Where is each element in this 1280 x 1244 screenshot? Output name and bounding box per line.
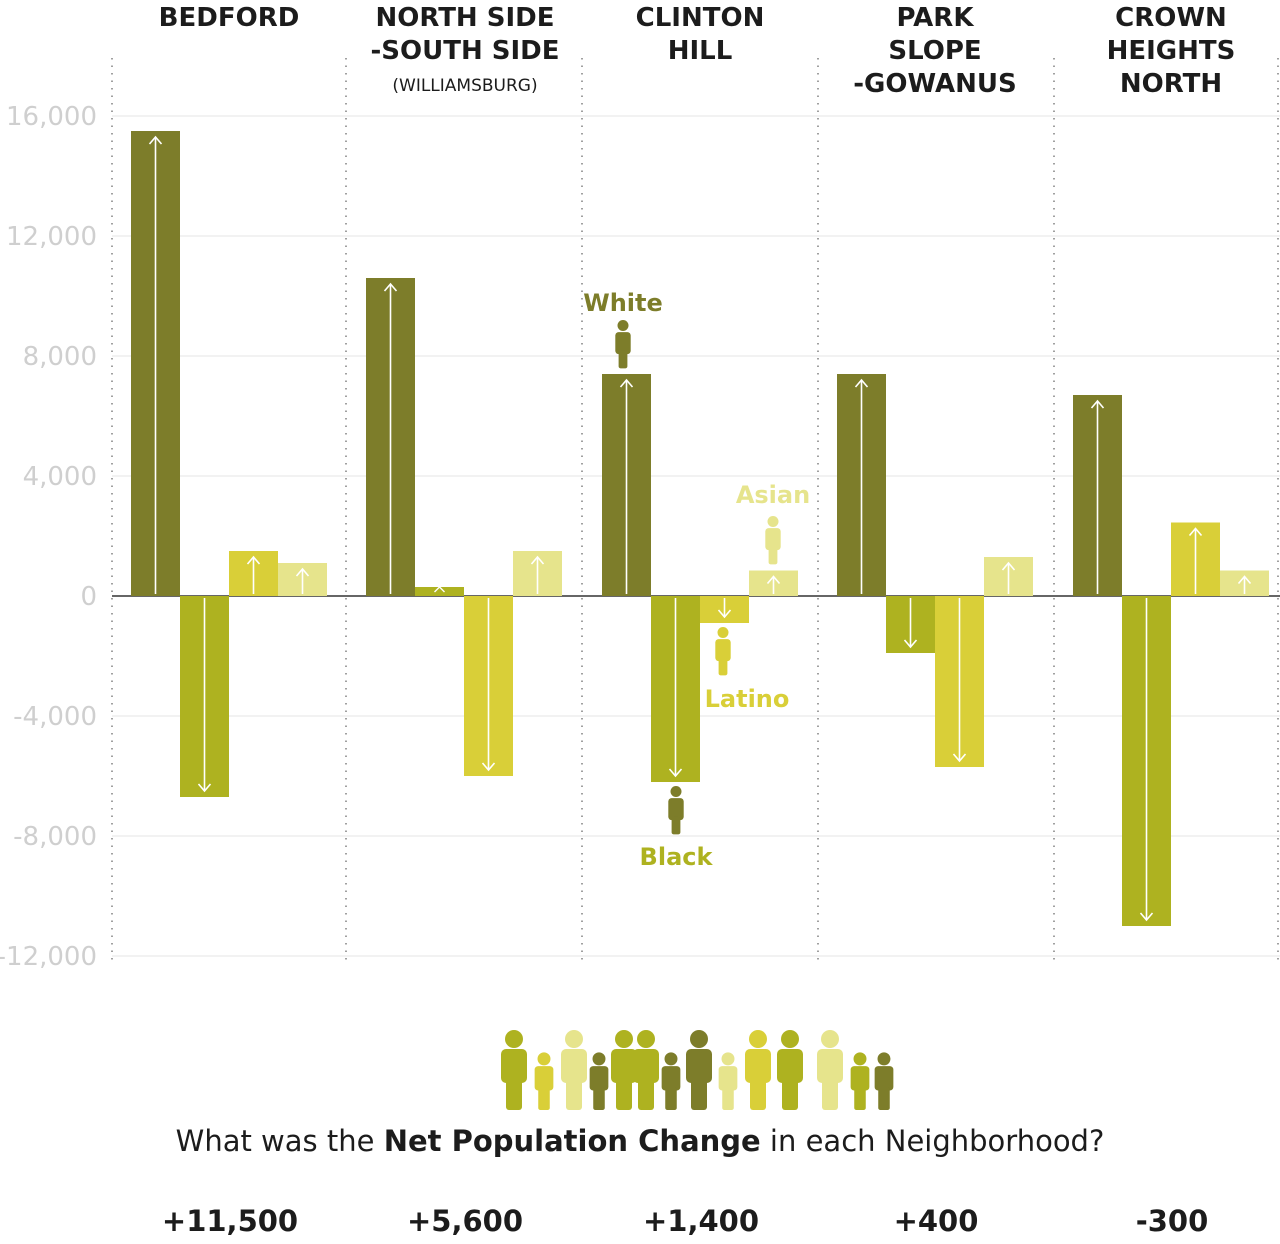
net-total-crown-heights: -300 <box>1135 1204 1209 1238</box>
crowd-person-icon <box>686 1030 712 1110</box>
neighborhood-title: -GOWANUS <box>853 69 1016 99</box>
neighborhood-title: -SOUTH SIDE <box>370 36 559 66</box>
bar-arrow-latino <box>1188 527 1203 594</box>
crowd-person-icon <box>589 1052 609 1110</box>
crowd-person-icon <box>817 1030 843 1110</box>
bar-arrow-black <box>1139 598 1154 922</box>
label-black: Black <box>640 843 714 871</box>
crowd-person-icon <box>874 1052 894 1110</box>
crowd-person-icon <box>661 1052 681 1110</box>
y-tick-label: -8,000 <box>13 822 97 852</box>
question-bold: Net Population Change <box>383 1124 761 1158</box>
person-white-icon <box>615 320 631 369</box>
bar-arrow-asian <box>766 575 781 594</box>
bar-arrow-white <box>854 378 869 594</box>
bar-arrow-white <box>1090 399 1105 594</box>
y-tick-label: 4,000 <box>23 462 97 492</box>
person-asian-icon <box>765 516 781 565</box>
person-black-icon <box>668 786 684 835</box>
bar-arrow-white <box>383 282 398 594</box>
bar-arrow-asian <box>1237 575 1252 594</box>
neighborhood-title: CROWN <box>1115 3 1227 33</box>
bar-arrow-asian <box>295 567 310 594</box>
neighborhood-title: NORTH SIDE <box>375 3 554 33</box>
crowd-person-icon <box>718 1052 738 1110</box>
question-prefix: What was the <box>175 1124 384 1158</box>
bar-arrow-white <box>619 378 634 594</box>
net-change-question: What was the Net Population Change in ea… <box>0 1124 1280 1158</box>
label-asian: Asian <box>736 481 810 509</box>
neighborhood-title: BEDFORD <box>159 3 300 33</box>
bar-arrow-white <box>148 135 163 594</box>
bar-arrow-latino <box>246 555 261 594</box>
neighborhood-title: NORTH <box>1120 69 1222 99</box>
label-white: White <box>583 289 663 317</box>
net-total-park-slope: +400 <box>893 1204 979 1238</box>
net-total-bedford: +11,500 <box>161 1204 299 1238</box>
y-tick-label: 8,000 <box>23 342 97 372</box>
bar-arrow-black <box>903 598 918 649</box>
y-tick-label: 12,000 <box>6 222 97 252</box>
y-tick-label: -4,000 <box>13 702 97 732</box>
bar-arrow-black <box>434 586 445 593</box>
crowd-illustration <box>501 1030 894 1110</box>
net-total-williamsburg: +5,600 <box>406 1204 524 1238</box>
net-totals-row: +11,500 +5,600 +1,400 +400 -300 <box>0 1204 1280 1244</box>
neighborhood-title: PARK <box>897 3 975 33</box>
neighborhood-title: CLINTON <box>636 3 765 33</box>
bar-arrow-latino <box>952 598 967 763</box>
net-total-clinton-hill: +1,400 <box>642 1204 760 1238</box>
person-latino-icon <box>715 627 731 676</box>
y-tick-label: 0 <box>80 582 97 612</box>
bar-arrow-asian <box>1001 561 1016 594</box>
bar-arrow-black <box>197 598 212 793</box>
crowd-person-icon <box>534 1052 554 1110</box>
neighborhood-title: SLOPE <box>888 36 981 66</box>
crowd-person-icon <box>561 1030 587 1110</box>
neighborhood-title: HEIGHTS <box>1107 36 1236 66</box>
bar-arrow-latino <box>481 598 496 772</box>
label-latino: Latino <box>705 685 790 713</box>
bar-arrow-latino <box>717 598 732 619</box>
y-tick-label: 16,000 <box>6 102 97 132</box>
crowd-person-icon <box>777 1030 803 1110</box>
bar-arrow-black <box>668 598 683 778</box>
bar-black <box>415 587 464 596</box>
crowd-person-icon <box>850 1052 870 1110</box>
y-tick-label: -12,000 <box>0 942 97 972</box>
bar-arrow-asian <box>530 555 545 594</box>
population-change-chart: 16,000 12,000 8,000 4,000 0 -4,000 -8,000 -12,0… <box>0 3 1280 972</box>
crowd-person-icon <box>745 1030 771 1110</box>
crowd-person-icon <box>501 1030 527 1110</box>
crowd-person-icon <box>633 1030 659 1110</box>
neighborhood-subtitle: (WILLIAMSBURG) <box>392 76 537 96</box>
crowd-person-icon <box>611 1030 637 1110</box>
neighborhood-title: HILL <box>668 36 733 66</box>
question-suffix: in each Neighborhood? <box>760 1124 1105 1158</box>
